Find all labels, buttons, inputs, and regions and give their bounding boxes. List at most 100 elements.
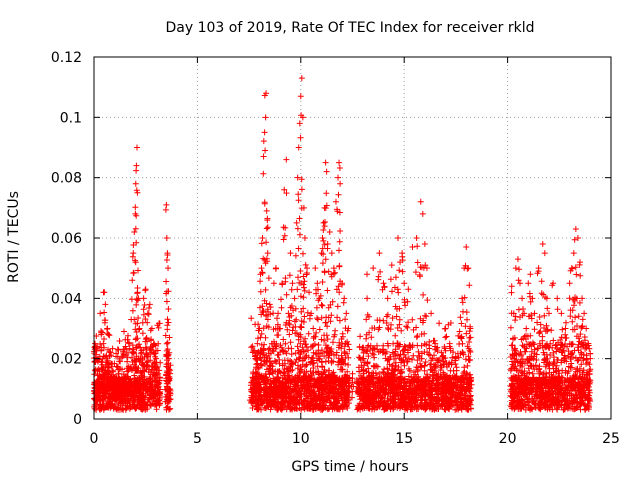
data-point <box>263 90 270 97</box>
data-point <box>105 331 112 338</box>
data-point <box>294 174 301 181</box>
data-point <box>322 159 329 166</box>
data-point <box>388 262 395 269</box>
data-point <box>517 280 524 287</box>
data-point <box>268 340 275 347</box>
data-point <box>144 310 151 317</box>
data-point <box>519 295 526 302</box>
data-point <box>124 358 131 365</box>
y-tick-label: 0.04 <box>51 291 82 307</box>
data-point <box>300 204 307 211</box>
data-point <box>133 162 140 169</box>
data-point <box>583 325 590 332</box>
data-point <box>272 265 279 272</box>
data-point <box>523 325 530 332</box>
data-point <box>297 93 304 100</box>
data-point <box>585 340 592 347</box>
data-point <box>570 250 577 257</box>
data-point <box>270 280 277 287</box>
data-point <box>252 355 259 362</box>
data-point <box>277 325 284 332</box>
data-point <box>261 129 268 136</box>
data-point <box>304 265 311 272</box>
data-points <box>91 75 594 413</box>
data-point <box>94 343 101 350</box>
data-point <box>535 265 542 272</box>
data-point <box>119 379 126 386</box>
data-point <box>128 316 135 323</box>
data-point <box>142 286 149 293</box>
data-point <box>527 271 534 278</box>
data-point <box>293 219 300 226</box>
data-point <box>312 265 319 272</box>
data-point <box>558 310 565 317</box>
data-point <box>163 201 170 208</box>
x-tick-label: 5 <box>193 431 202 447</box>
data-point <box>337 180 344 187</box>
data-point <box>295 144 302 151</box>
data-point <box>543 295 550 302</box>
data-point <box>541 250 548 257</box>
data-point <box>260 153 267 160</box>
data-point <box>376 250 383 257</box>
data-point <box>314 280 321 287</box>
data-point <box>419 210 426 217</box>
data-point <box>250 370 257 377</box>
data-point <box>259 235 266 241</box>
y-tick-label: 0.1 <box>60 110 82 126</box>
data-point <box>134 189 141 196</box>
data-point <box>258 265 265 272</box>
data-point <box>165 319 172 326</box>
data-point <box>514 256 521 263</box>
data-point <box>413 235 420 241</box>
scatter-fill-markers <box>91 92 594 413</box>
chart-title: Day 103 of 2019, Rate Of TEC Index for r… <box>165 20 534 36</box>
data-point <box>539 241 546 248</box>
data-point <box>349 370 356 377</box>
data-point <box>101 289 108 296</box>
data-point <box>166 385 173 392</box>
data-point <box>264 250 271 257</box>
data-point <box>467 325 474 332</box>
data-point <box>452 355 459 362</box>
data-point <box>336 159 343 166</box>
data-point <box>531 310 538 317</box>
data-point <box>130 250 137 257</box>
x-axis-label: GPS time / hours <box>291 459 408 475</box>
data-point <box>279 280 286 287</box>
data-point <box>153 355 160 362</box>
data-point <box>266 301 273 308</box>
y-tick-label: 0 <box>73 412 82 428</box>
data-point <box>165 265 172 272</box>
data-point <box>132 210 139 217</box>
data-point <box>363 271 370 278</box>
data-point <box>289 280 296 287</box>
data-point <box>107 349 114 356</box>
y-axis-label: ROTI / TECUs <box>6 191 22 283</box>
data-point <box>148 325 155 332</box>
data-point <box>308 310 315 317</box>
data-point <box>529 295 536 302</box>
data-point <box>550 280 557 287</box>
data-point <box>326 228 333 235</box>
data-point <box>129 277 136 284</box>
data-point <box>97 310 104 317</box>
data-point <box>442 325 449 332</box>
data-point <box>100 340 107 347</box>
data-point <box>299 114 306 121</box>
data-point <box>323 168 330 175</box>
data-point <box>99 361 106 368</box>
data-point <box>568 265 575 272</box>
data-point <box>392 274 399 281</box>
data-point <box>401 280 408 287</box>
data-point <box>316 295 323 302</box>
data-point <box>150 340 157 347</box>
data-point <box>508 283 515 290</box>
data-point <box>92 340 99 347</box>
data-point <box>111 379 118 386</box>
data-point <box>576 259 583 266</box>
data-point <box>164 250 171 257</box>
data-point <box>405 286 412 293</box>
data-point <box>332 198 339 205</box>
data-point <box>384 295 391 302</box>
